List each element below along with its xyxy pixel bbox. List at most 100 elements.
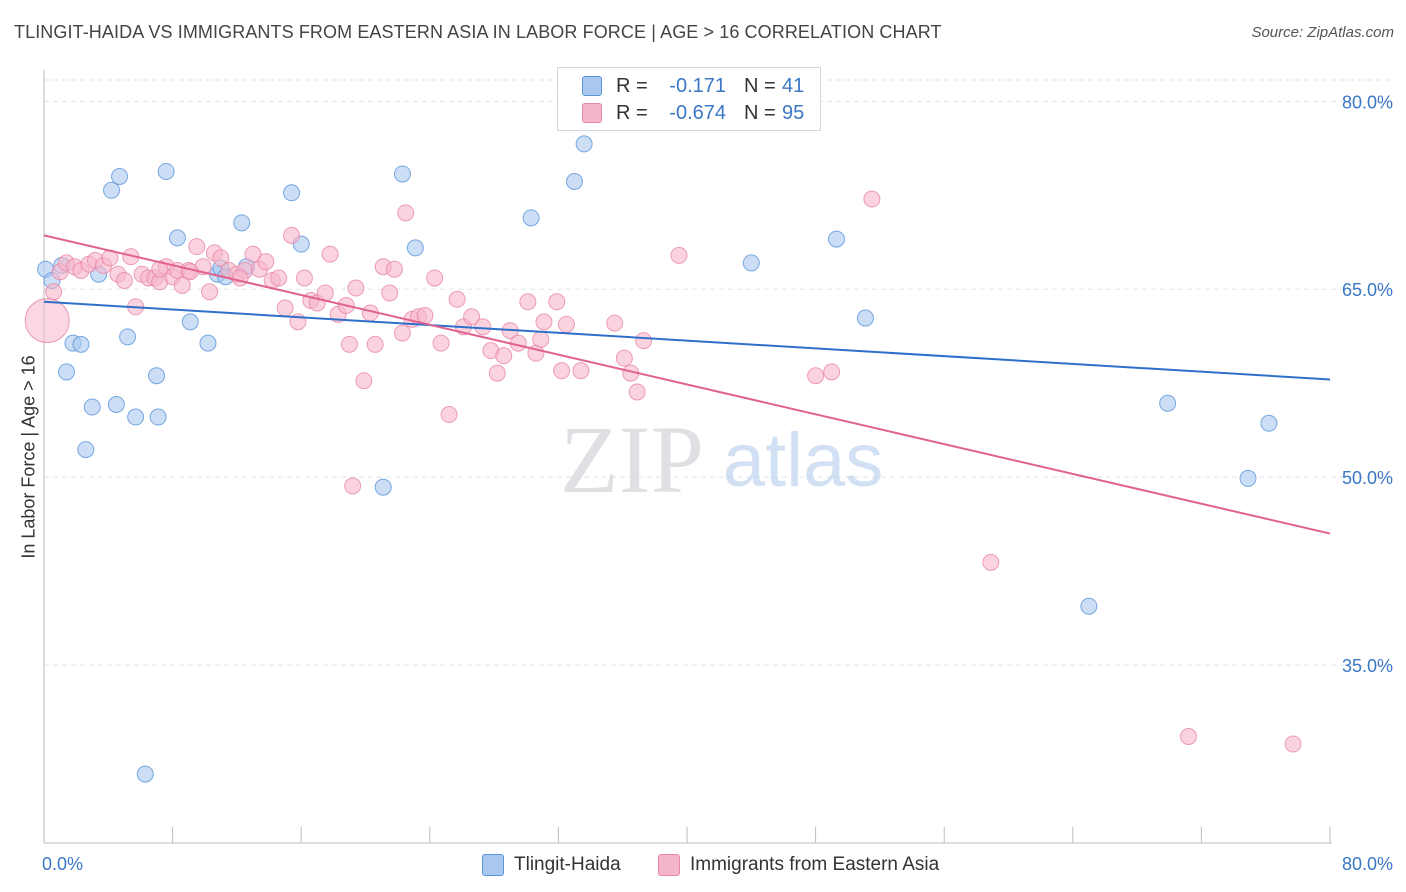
data-point-tlingit-haida — [856, 309, 874, 327]
data-point-eastern-asia — [416, 307, 434, 325]
data-point-eastern-asia — [463, 308, 481, 326]
n-value: 95 — [782, 101, 805, 124]
watermark-zip: ZIP — [560, 406, 704, 513]
data-point-eastern-asia — [519, 293, 537, 311]
data-point-tlingit-haida — [72, 335, 90, 353]
tick-labels: 80.0% 65.0% 50.0% 35.0% 0.0% 80.0% — [42, 92, 1393, 874]
data-point-eastern-asia — [115, 271, 133, 289]
n-value: 41 — [782, 74, 805, 97]
n-label: N = — [744, 74, 776, 97]
data-point-tlingit-haida — [111, 167, 129, 185]
data-point-tlingit-haida — [522, 209, 540, 227]
data-point-eastern-asia — [321, 245, 339, 263]
data-point-eastern-asia — [553, 362, 571, 380]
r-value: -0.674 — [669, 101, 726, 124]
data-point-tlingit-haida — [83, 398, 101, 416]
data-point-tlingit-haida — [148, 367, 166, 385]
x-tick-label: 80.0% — [1342, 854, 1393, 874]
data-point-tlingit-haida — [742, 254, 760, 272]
legend-row-eastern-asia: R = -0.674 N = 95 — [582, 100, 804, 126]
data-point-eastern-asia — [535, 313, 553, 331]
data-point-eastern-asia — [201, 283, 219, 301]
y-tick-label: 50.0% — [1342, 468, 1393, 488]
data-point-tlingit-haida — [233, 214, 251, 232]
data-point-tlingit-haida — [149, 408, 167, 426]
data-point-eastern-asia — [982, 553, 1000, 571]
data-point-eastern-asia — [276, 299, 294, 317]
data-point-tlingit-haida — [406, 239, 424, 257]
data-point-tlingit-haida — [1239, 469, 1257, 487]
data-point-tlingit-haida — [565, 173, 583, 191]
data-point-tlingit-haida — [119, 328, 137, 346]
data-point-tlingit-haida — [58, 363, 76, 381]
trend-lines — [43, 234, 1331, 535]
legend-item-tlingit-haida[interactable]: Tlingit-Haida — [482, 851, 621, 879]
data-point-tlingit-haida — [136, 765, 154, 783]
grid-lines — [44, 79, 1392, 666]
data-point-eastern-asia — [863, 190, 881, 208]
y-axis-label: In Labor Force | Age > 16 — [18, 355, 39, 559]
trend-line-tlingit-haida — [43, 300, 1331, 381]
data-point-eastern-asia — [45, 283, 63, 301]
data-point-tlingit-haida — [168, 229, 186, 247]
y-tick-label: 80.0% — [1342, 92, 1393, 112]
data-point-eastern-asia — [557, 315, 575, 333]
data-point-eastern-asia — [495, 347, 513, 365]
data-point-eastern-asia — [340, 335, 358, 353]
data-point-tlingit-haida — [393, 165, 411, 183]
y-tick-label: 35.0% — [1342, 656, 1393, 676]
data-point-eastern-asia — [1180, 728, 1198, 746]
data-point-eastern-asia — [393, 324, 411, 342]
data-point-eastern-asia — [474, 318, 492, 336]
x-tick-label: 0.0% — [42, 854, 83, 874]
data-point-eastern-asia — [548, 293, 566, 311]
data-point-eastern-asia — [344, 477, 362, 495]
blue-swatch — [482, 854, 504, 876]
data-point-eastern-asia — [295, 269, 313, 287]
data-point-eastern-asia — [347, 279, 365, 297]
r-label: R = — [616, 74, 648, 97]
data-point-tlingit-haida — [1159, 394, 1177, 412]
data-point-eastern-asia — [1284, 735, 1302, 753]
data-point-tlingit-haida — [1260, 414, 1278, 432]
data-point-tlingit-haida — [199, 334, 217, 352]
n-label: N = — [744, 101, 776, 124]
data-point-eastern-asia — [244, 245, 262, 263]
data-point-tlingit-haida — [103, 181, 121, 199]
data-point-eastern-asia — [173, 276, 191, 294]
data-point-tlingit-haida — [1080, 597, 1098, 615]
watermark: ZIP atlas — [560, 406, 883, 513]
pink-swatch — [582, 103, 602, 123]
data-point-eastern-asia — [283, 226, 301, 244]
data-point-eastern-asia — [231, 269, 249, 287]
data-point-eastern-asia — [572, 362, 590, 380]
series-legend: Tlingit-Haida Immigrants from Eastern As… — [0, 851, 1406, 879]
data-point-eastern-asia — [615, 349, 633, 367]
chart-title: TLINGIT-HAIDA VS IMMIGRANTS FROM EASTERN… — [14, 22, 942, 42]
data-point-eastern-asia — [24, 298, 70, 344]
legend-label: Tlingit-Haida — [514, 854, 621, 875]
data-point-eastern-asia — [807, 367, 825, 385]
data-point-eastern-asia — [355, 372, 373, 390]
correlation-legend: R = -0.171 N = 41 R = -0.674 N = 95 — [557, 67, 821, 131]
y-tick-label: 65.0% — [1342, 280, 1393, 300]
data-point-eastern-asia — [635, 332, 653, 350]
data-point-eastern-asia — [628, 383, 646, 401]
data-point-tlingit-haida — [283, 184, 301, 202]
blue-swatch — [582, 76, 602, 96]
data-point-tlingit-haida — [575, 135, 593, 153]
data-point-eastern-asia — [270, 269, 288, 287]
data-point-eastern-asia — [606, 314, 624, 332]
data-point-eastern-asia — [181, 263, 199, 281]
data-point-eastern-asia — [381, 284, 399, 302]
legend-item-eastern-asia[interactable]: Immigrants from Eastern Asia — [658, 851, 939, 879]
data-point-eastern-asia — [385, 260, 403, 278]
chart-source: Source: ZipAtlas.com — [1251, 24, 1394, 41]
data-point-eastern-asia — [823, 363, 841, 381]
data-point-eastern-asia — [432, 334, 450, 352]
legend-label: Immigrants from Eastern Asia — [690, 854, 940, 875]
axes — [43, 70, 1332, 844]
watermark-atlas: atlas — [723, 418, 884, 503]
data-point-eastern-asia — [257, 253, 275, 271]
